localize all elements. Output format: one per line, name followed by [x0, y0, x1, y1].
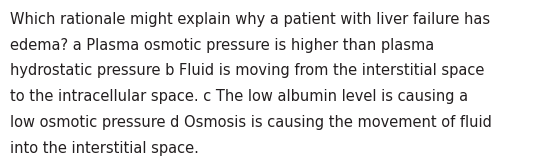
Text: Which rationale might explain why a patient with liver failure has: Which rationale might explain why a pati… — [10, 12, 490, 27]
Text: into the interstitial space.: into the interstitial space. — [10, 141, 199, 156]
Text: low osmotic pressure d Osmosis is causing the movement of fluid: low osmotic pressure d Osmosis is causin… — [10, 115, 492, 130]
Text: edema? a Plasma osmotic pressure is higher than plasma: edema? a Plasma osmotic pressure is high… — [10, 38, 434, 53]
Text: hydrostatic pressure b Fluid is moving from the interstitial space: hydrostatic pressure b Fluid is moving f… — [10, 63, 484, 78]
Text: to the intracellular space. c The low albumin level is causing a: to the intracellular space. c The low al… — [10, 89, 468, 104]
